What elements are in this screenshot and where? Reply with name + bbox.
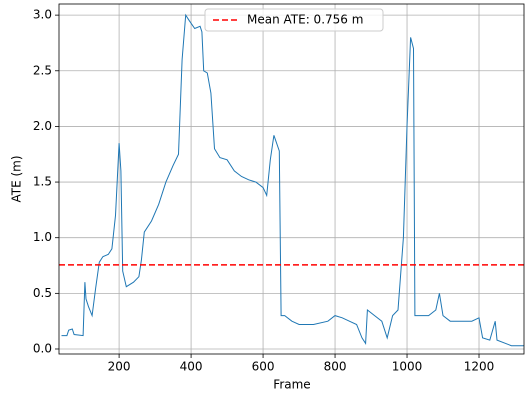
y-tick-label: 0.5 xyxy=(33,286,52,300)
x-tick-label: 1200 xyxy=(464,360,495,374)
x-axis-label: Frame xyxy=(273,378,310,392)
legend-label: Mean ATE: 0.756 m xyxy=(247,13,363,27)
x-tick-label: 200 xyxy=(108,360,131,374)
y-axis-label: ATE (m) xyxy=(10,155,24,202)
y-tick-label: 1.0 xyxy=(33,230,52,244)
y-tick-label: 2.5 xyxy=(33,63,52,77)
x-tick-label: 1000 xyxy=(392,360,423,374)
frame xyxy=(58,3,525,355)
y-tick-label: 3.0 xyxy=(33,8,52,22)
y-tick-label: 2.0 xyxy=(33,119,52,133)
data-line xyxy=(61,13,524,347)
x-tick-label: 800 xyxy=(324,360,347,374)
y-tick-label: 1.5 xyxy=(33,175,52,189)
y-tick-label: 0.0 xyxy=(33,341,52,355)
x-tick-label: 600 xyxy=(252,360,275,374)
legend-box xyxy=(204,8,384,32)
x-tick-label: 400 xyxy=(180,360,203,374)
